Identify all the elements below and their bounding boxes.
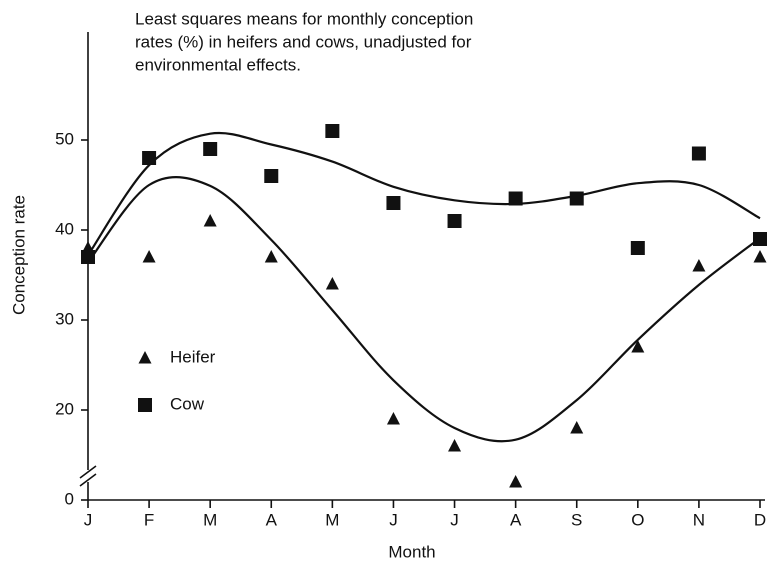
marker-triangle (386, 412, 400, 425)
marker-triangle (570, 421, 584, 434)
chart-title: rates (%) in heifers and cows, unadjuste… (135, 32, 472, 51)
x-axis-label: Month (388, 542, 435, 561)
chart-title: environmental effects. (135, 55, 301, 74)
y-tick-label: 30 (55, 309, 74, 328)
marker-square (508, 191, 523, 206)
marker-square (630, 241, 645, 255)
marker-triangle (203, 214, 217, 227)
marker-square (203, 142, 218, 156)
legend-label: Heifer (170, 347, 216, 366)
x-tick-label: J (450, 510, 459, 529)
marker-triangle (692, 259, 706, 272)
marker-triangle (753, 250, 767, 263)
x-tick-label: M (325, 510, 339, 529)
marker-square (753, 232, 767, 246)
marker-triangle (325, 277, 339, 290)
x-tick-label: D (754, 510, 766, 529)
marker-triangle (509, 475, 523, 488)
x-tick-label: S (571, 510, 582, 529)
y-tick-label: 20 (55, 399, 74, 418)
x-tick-label: J (389, 510, 398, 529)
marker-triangle (631, 340, 645, 353)
marker-square (386, 196, 401, 210)
marker-triangle (142, 250, 156, 263)
x-tick-label: O (631, 510, 644, 529)
x-tick-label: M (203, 510, 217, 529)
fit-curve (87, 131, 761, 256)
legend-marker (138, 351, 152, 364)
marker-triangle (264, 250, 278, 263)
y-axis-label: Conception rate (9, 195, 28, 315)
marker-square (81, 250, 95, 264)
marker-square (691, 146, 706, 161)
x-tick-label: A (510, 510, 522, 529)
marker-triangle (448, 439, 462, 452)
axis-break (79, 465, 97, 487)
x-tick-label: J (84, 510, 93, 529)
marker-square (142, 151, 157, 165)
marker-square (569, 191, 584, 206)
marker-square (325, 124, 340, 138)
y-tick-label: 40 (55, 219, 74, 238)
fit-curve (87, 176, 761, 443)
x-tick-label: F (144, 510, 154, 529)
x-tick-label: A (266, 510, 278, 529)
marker-square (264, 169, 279, 183)
marker-square (447, 214, 462, 228)
y-tick-label: 0 (65, 489, 74, 508)
y-tick-label: 50 (55, 129, 74, 148)
legend-marker (138, 398, 152, 412)
chart-title: Least squares means for monthly concepti… (135, 9, 473, 28)
legend-label: Cow (170, 394, 205, 413)
x-tick-label: N (693, 510, 705, 529)
